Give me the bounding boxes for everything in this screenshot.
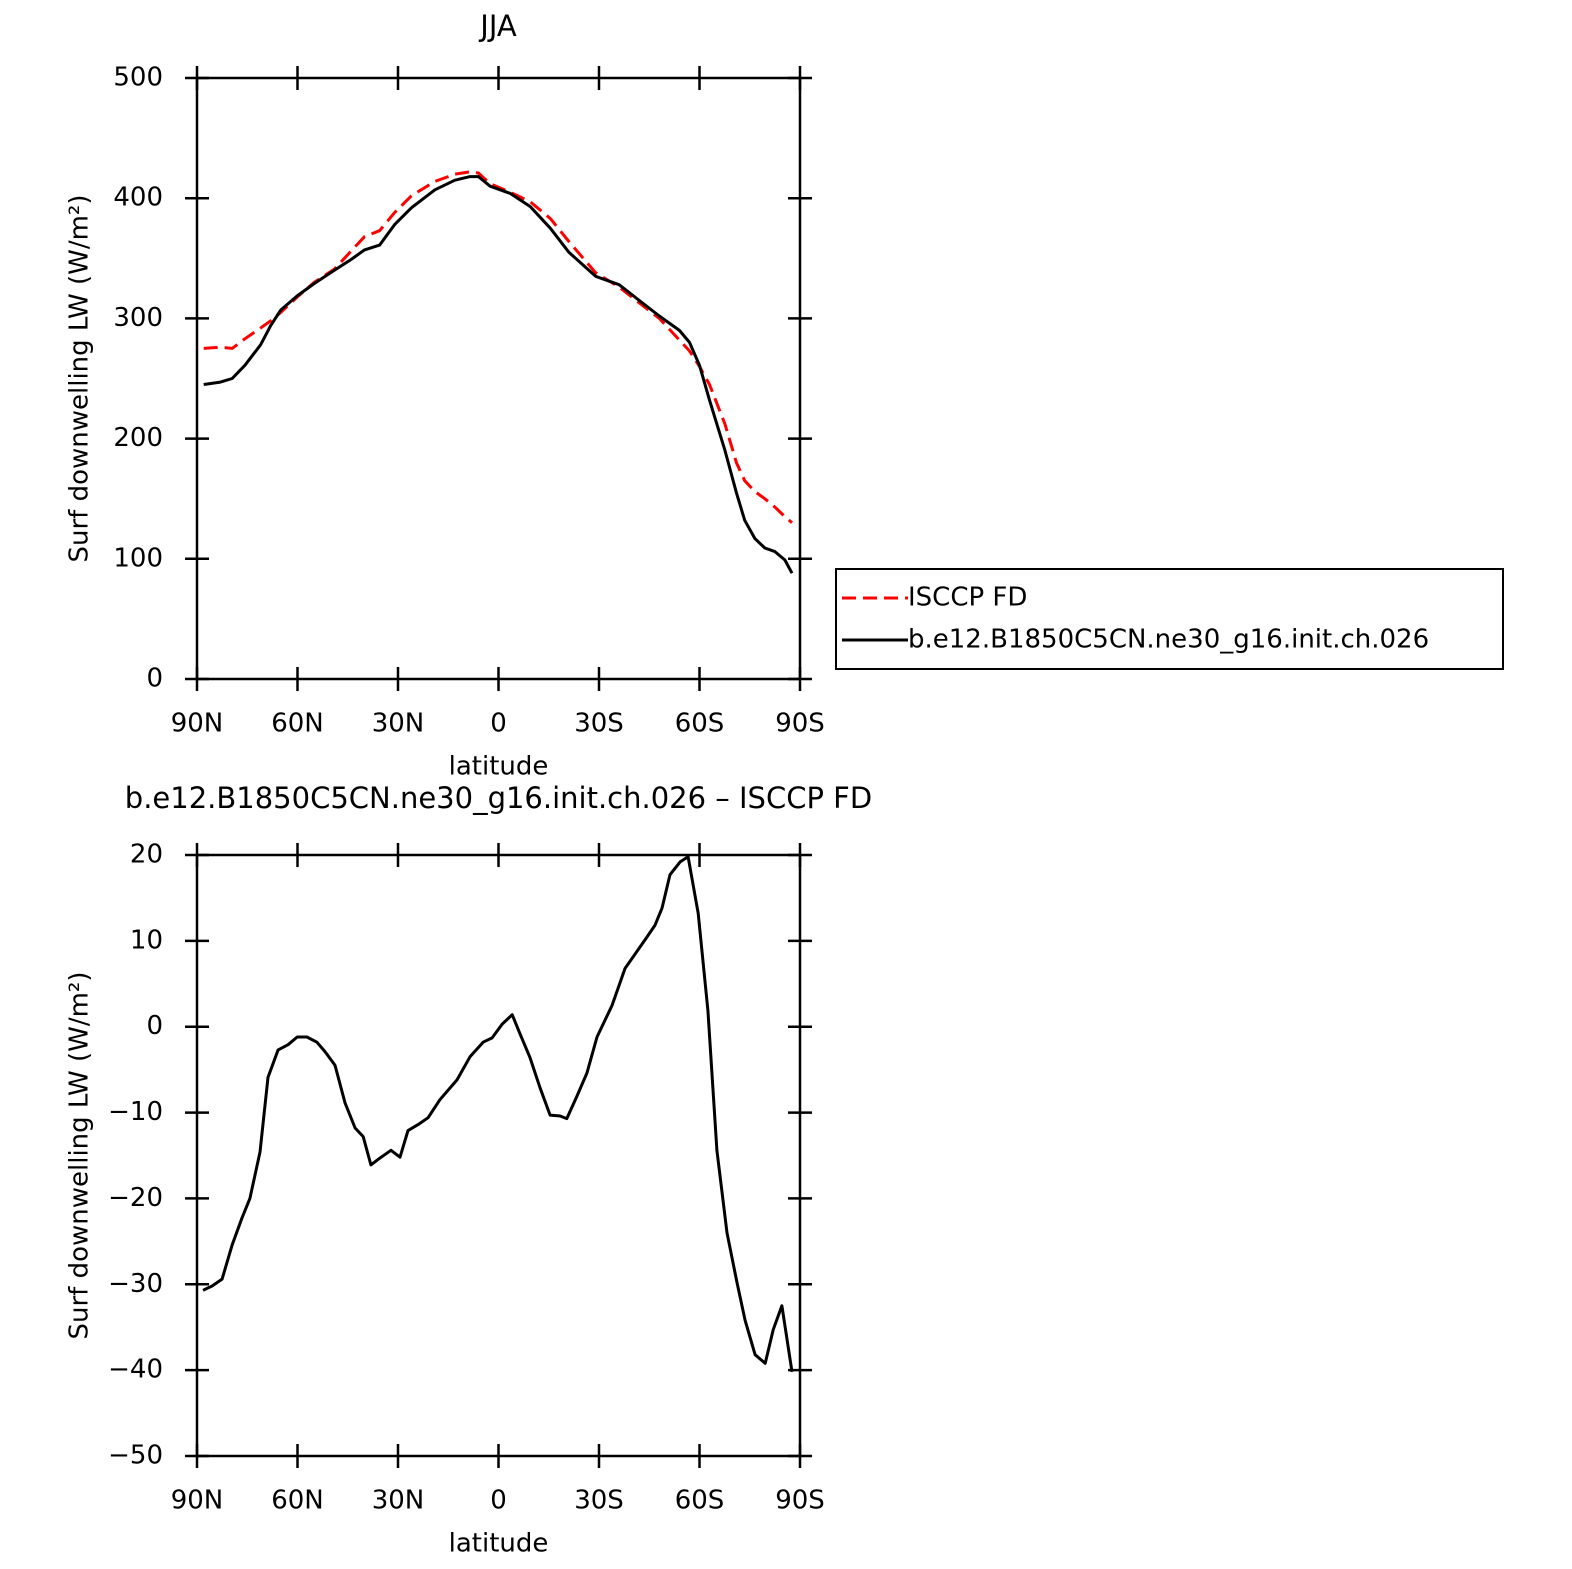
y-tick-label: 500 [113, 63, 163, 93]
x-tick-label: 90S [775, 1486, 825, 1516]
y-axis-label: Surf downwelling LW (W/m²) [65, 195, 95, 563]
x-tick-label: 60N [271, 709, 324, 739]
y-tick-label: 100 [113, 543, 163, 573]
y-tick-label: 10 [130, 925, 163, 955]
x-axis-label: latitude [449, 752, 549, 782]
y-tick-label: 0 [146, 664, 163, 694]
y-tick-label: −20 [108, 1183, 163, 1213]
x-tick-label: 30N [372, 709, 425, 739]
y-axis-label: Surf downwelling LW (W/m²) [65, 972, 95, 1340]
y-tick-label: 0 [146, 1011, 163, 1041]
x-tick-label: 30S [574, 709, 624, 739]
y-tick-label: −10 [108, 1097, 163, 1127]
legend-label: b.e12.B1850C5CN.ne30_g16.init.ch.026 [908, 625, 1429, 655]
x-tick-label: 0 [490, 1486, 507, 1516]
data-line [202, 855, 794, 1373]
y-tick-label: 300 [113, 303, 163, 333]
x-tick-label: 30N [372, 1486, 425, 1516]
x-tick-label: 30S [574, 1486, 624, 1516]
plot-frame [195, 853, 802, 1458]
y-tick-label: 200 [113, 423, 163, 453]
y-tick-label: 400 [113, 183, 163, 213]
x-tick-label: 60N [271, 1486, 324, 1516]
x-tick-label: 90N [171, 1486, 224, 1516]
legend-box [835, 568, 1504, 670]
data-line [203, 175, 794, 574]
y-tick-label: 20 [130, 840, 163, 870]
x-tick-label: 60S [675, 709, 725, 739]
legend-label: ISCCP FD [908, 583, 1027, 613]
chart-title: JJA [478, 9, 517, 43]
plot-frame [195, 76, 802, 681]
y-tick-label: −50 [108, 1441, 163, 1471]
chart-title: b.e12.B1850C5CN.ne30_g16.init.ch.026 – I… [125, 781, 872, 815]
y-tick-label: −30 [108, 1269, 163, 1299]
x-tick-label: 60S [675, 1486, 725, 1516]
x-tick-label: 0 [490, 709, 507, 739]
data-line [203, 170, 793, 524]
x-axis-label: latitude [449, 1529, 549, 1559]
x-tick-label: 90S [775, 709, 825, 739]
y-tick-label: −40 [108, 1355, 163, 1385]
x-tick-label: 90N [171, 709, 224, 739]
